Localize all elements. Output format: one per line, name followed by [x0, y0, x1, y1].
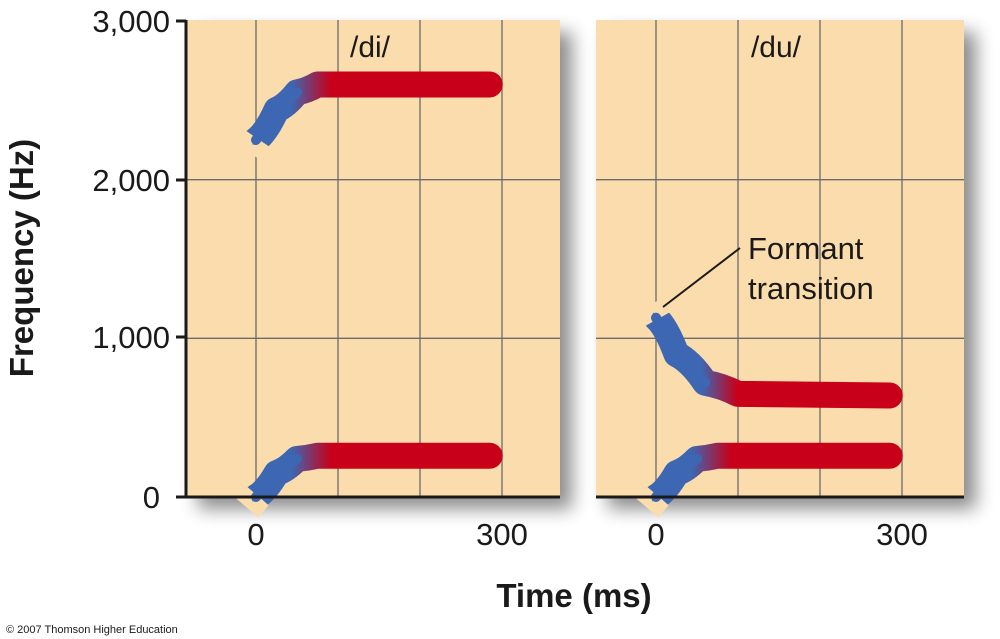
- x-tick-label-du: 0: [647, 517, 664, 552]
- formant-tracks: [235, 71, 903, 518]
- x-axis-title: Time (ms): [496, 577, 651, 614]
- formant-transition-segment: [651, 453, 702, 502]
- formant-transition-segment: [251, 87, 302, 145]
- panel-title-di: /di/: [350, 31, 391, 64]
- x-tick-label-di: 0: [247, 517, 264, 552]
- grid-lines: [186, 20, 964, 497]
- panel-du-background: [596, 20, 964, 497]
- x-tick-label-di: 300: [476, 517, 528, 552]
- annotation-leader-line: [662, 247, 741, 308]
- formant-taper-mask: [635, 485, 669, 518]
- y-tick-label: 3,000: [92, 4, 170, 39]
- panel-title-du: /du/: [751, 31, 802, 64]
- formant-taper-mask: [235, 129, 270, 161]
- formant-transition-segment: [251, 453, 302, 502]
- y-tick-label: 0: [143, 480, 160, 515]
- formant-transition-segment: [651, 312, 711, 388]
- formant-1-track-di: [235, 442, 503, 518]
- y-axis-title: Frequency (Hz): [3, 139, 40, 377]
- annotation-text-line1: Formant: [748, 231, 864, 266]
- formant-start-point: [652, 313, 660, 322]
- panel-di-background: [186, 20, 560, 497]
- formant-taper-mask: [235, 485, 269, 518]
- formant-start-point: [252, 136, 260, 144]
- formant-2-track-du: [636, 298, 903, 409]
- formant-taper-mask: [636, 298, 671, 327]
- copyright-text: © 2007 Thomson Higher Education: [6, 624, 178, 636]
- formant-2-track-di: [235, 71, 503, 161]
- y-tick-label: 2,000: [92, 163, 170, 198]
- y-tick-label: 1,000: [92, 320, 170, 355]
- x-tick-label-du: 300: [876, 517, 928, 552]
- annotation-text-line2: transition: [748, 271, 874, 306]
- formant-1-track-du: [635, 442, 903, 518]
